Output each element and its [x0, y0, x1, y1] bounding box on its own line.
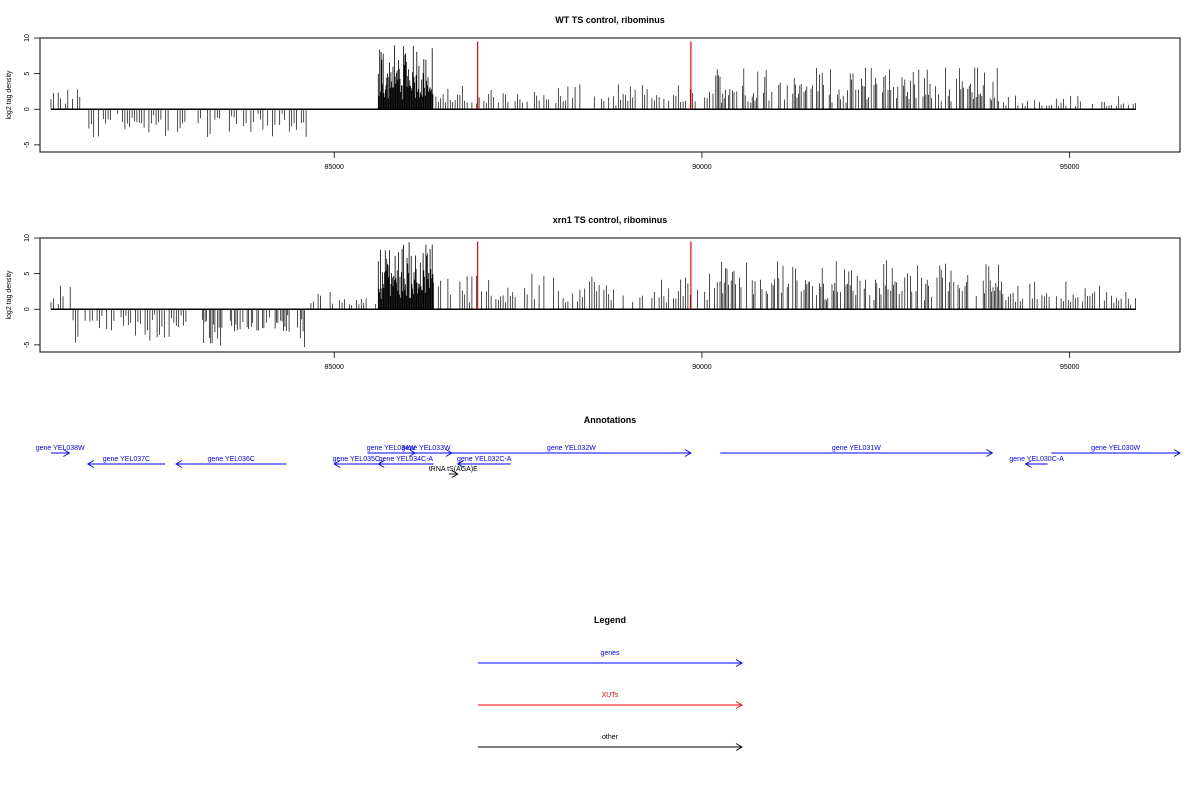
plot-frame-wt [39, 37, 1181, 153]
legend-entry: genes [478, 650, 743, 667]
legend-arrowhead [735, 701, 743, 709]
feature-label: gene YEL031W [832, 445, 881, 452]
feature-label: gene YEL033W [402, 445, 451, 452]
feature: tRNA tS(AGA)E [429, 466, 478, 478]
y-tick-label: -5 [24, 342, 31, 348]
panel-title-wt: WT TS control, ribominus [555, 15, 665, 25]
feature: gene YEL032W [451, 445, 692, 457]
y-tick-label: 10 [24, 34, 31, 42]
xut-markers-wt [477, 41, 692, 110]
x-axis-xrn1: 85000 90000 95000 [324, 352, 1080, 371]
feature: gene YEL033W [400, 445, 453, 457]
legend-entries: genes XUTs other [478, 650, 743, 751]
y-axis-label-xrn1: log2 tag density [6, 270, 13, 320]
feature-label: tRNA tS(AGA)E [429, 466, 478, 473]
feature-label: gene YEL030C-A [1009, 456, 1064, 463]
x-axis-wt: 85000 90000 95000 [324, 152, 1080, 171]
y-axis-xrn1: 10 5 0 -5 [24, 234, 41, 348]
y-tick-label: 10 [24, 234, 31, 242]
legend-title: Legend [594, 615, 626, 625]
feature-arrowhead [986, 449, 994, 457]
feature-arrowhead [63, 449, 71, 457]
feature: gene YEL030W [1051, 445, 1181, 457]
feature-arrowhead [1173, 449, 1181, 457]
feature: gene YEL036C [175, 456, 287, 468]
feature-arrowhead [1024, 460, 1032, 468]
x-tick-label: 95000 [1060, 164, 1080, 171]
feature-label: gene YEL035C [333, 456, 380, 463]
feature-arrowhead [86, 460, 95, 468]
feature: gene YEL037C [86, 456, 166, 468]
feature-label: gene YEL034W [367, 445, 416, 452]
feature-label: gene YEL030W [1091, 445, 1140, 452]
feature-label: gene YEL036C [208, 456, 255, 463]
y-tick-label: 5 [24, 72, 31, 76]
legend-label: genes [600, 650, 620, 657]
feature-list: gene YEL038W gene YEL037C gene YEL036C gene… [36, 445, 1181, 478]
x-tick-label: 95000 [1060, 364, 1080, 371]
feature: gene YEL035C [333, 456, 380, 468]
legend-label: other [602, 734, 619, 741]
panel-title-xrn1: xrn1 TS control, ribominus [553, 215, 668, 225]
signal-track-wt [50, 45, 1136, 138]
x-tick-label: 90000 [692, 364, 712, 371]
y-tick-label: 0 [24, 307, 31, 311]
legend-entry: other [478, 734, 743, 751]
feature-label: gene YEL034C-A [379, 456, 434, 463]
feature-arrowhead [684, 449, 692, 457]
panel-wt: WT TS control, ribominus 10 5 0 -5 85000 900… [6, 15, 1181, 171]
y-tick-label: -5 [24, 142, 31, 148]
xut-markers-xrn1 [477, 241, 692, 310]
feature: gene YEL032C-A [456, 456, 512, 468]
legend-entry: XUTs [478, 692, 743, 709]
x-tick-label: 85000 [324, 364, 344, 371]
feature: gene YEL031W [720, 445, 994, 457]
feature-arrowhead [456, 460, 464, 468]
feature-label: gene YEL032W [547, 445, 596, 452]
y-tick-label: 5 [24, 272, 31, 276]
feature-label: gene YEL032C-A [457, 456, 512, 463]
signal-track-xrn1 [50, 242, 1136, 347]
legend-arrowhead [735, 743, 743, 751]
legend-label: XUTs [602, 692, 619, 699]
feature-arrowhead [175, 460, 183, 468]
feature: gene YEL030C-A [1009, 456, 1064, 468]
y-axis-label-wt: log2 tag density [6, 70, 13, 120]
y-tick-label: 0 [24, 107, 31, 111]
feature-label: gene YEL038W [36, 445, 85, 452]
feature: gene YEL038W [36, 445, 85, 457]
feature-arrowhead [377, 460, 385, 468]
y-axis-wt: 10 5 0 -5 [24, 34, 41, 148]
feature-arrowhead [333, 460, 341, 468]
x-tick-label: 90000 [692, 164, 712, 171]
feature-label: gene YEL037C [103, 456, 150, 463]
x-tick-label: 85000 [324, 164, 344, 171]
panel-xrn1: xrn1 TS control, ribominus 10 5 0 -5 85000 9… [6, 215, 1181, 371]
feature: gene YEL034C-A [377, 456, 434, 468]
legend-arrowhead [735, 659, 743, 667]
legend: Legend genes XUTs other [478, 615, 743, 751]
annotations-title: Annotations [584, 415, 637, 425]
feature-arrowhead [451, 470, 459, 478]
